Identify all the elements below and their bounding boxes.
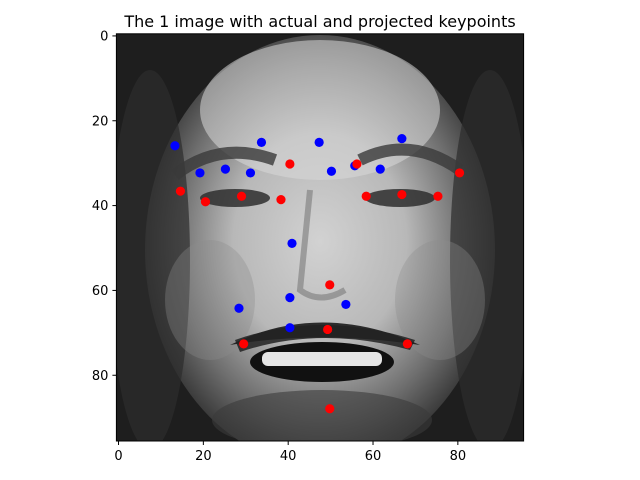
blue-keypoint-marker: [170, 141, 180, 151]
y-tick-label: 80: [92, 369, 109, 384]
face-photo-image: [116, 33, 524, 442]
red-keypoint-marker: [239, 339, 249, 349]
blue-keypoint-marker: [397, 133, 407, 144]
red-keypoint-marker: [433, 191, 443, 201]
red-keypoint-marker: [352, 159, 362, 169]
chart-title: The 1 image with actual and projected ke…: [123, 12, 515, 31]
y-axis: 0 20 40 60 80: [92, 29, 117, 384]
keypoints-layer: [170, 133, 465, 414]
red-keypoint-marker: [402, 339, 412, 349]
x-tick-label: 40: [280, 449, 297, 464]
blue-keypoint-marker: [314, 137, 324, 147]
red-keypoint-marker: [397, 189, 407, 200]
blue-keypoint-marker: [256, 137, 267, 147]
red-keypoint-marker: [325, 404, 335, 414]
red-keypoint-marker: [323, 324, 333, 335]
y-tick-label: 60: [92, 284, 109, 299]
y-tick-label: 20: [92, 114, 109, 129]
blue-keypoint-marker: [375, 164, 385, 174]
blue-keypoint-marker: [326, 166, 337, 176]
x-tick-label: 80: [450, 449, 467, 464]
red-keypoint-marker: [454, 168, 465, 178]
red-keypoint-marker: [276, 195, 286, 205]
red-keypoint-marker: [361, 191, 371, 201]
blue-keypoint-marker: [285, 323, 295, 333]
red-keypoint-marker: [175, 186, 186, 196]
red-keypoint-marker: [325, 280, 335, 290]
blue-keypoint-marker: [245, 168, 256, 178]
red-keypoint-marker: [200, 197, 211, 207]
blue-keypoint-marker: [234, 303, 244, 313]
blue-keypoint-marker: [341, 299, 351, 310]
x-tick-label: 60: [365, 449, 382, 464]
x-tick-label: 0: [114, 449, 122, 464]
y-tick-label: 0: [100, 29, 108, 44]
blue-keypoint-marker: [195, 168, 205, 178]
blue-keypoint-marker: [285, 293, 295, 303]
blue-keypoint-marker: [287, 238, 297, 248]
red-keypoint-marker: [236, 191, 247, 201]
x-tick-label: 20: [195, 449, 212, 464]
y-tick-label: 40: [92, 199, 109, 214]
red-keypoint-marker: [285, 159, 295, 169]
plot-area-frame: [115, 33, 525, 442]
x-axis: 0 20 40 60 80: [114, 441, 466, 464]
blue-keypoint-marker: [220, 164, 231, 174]
